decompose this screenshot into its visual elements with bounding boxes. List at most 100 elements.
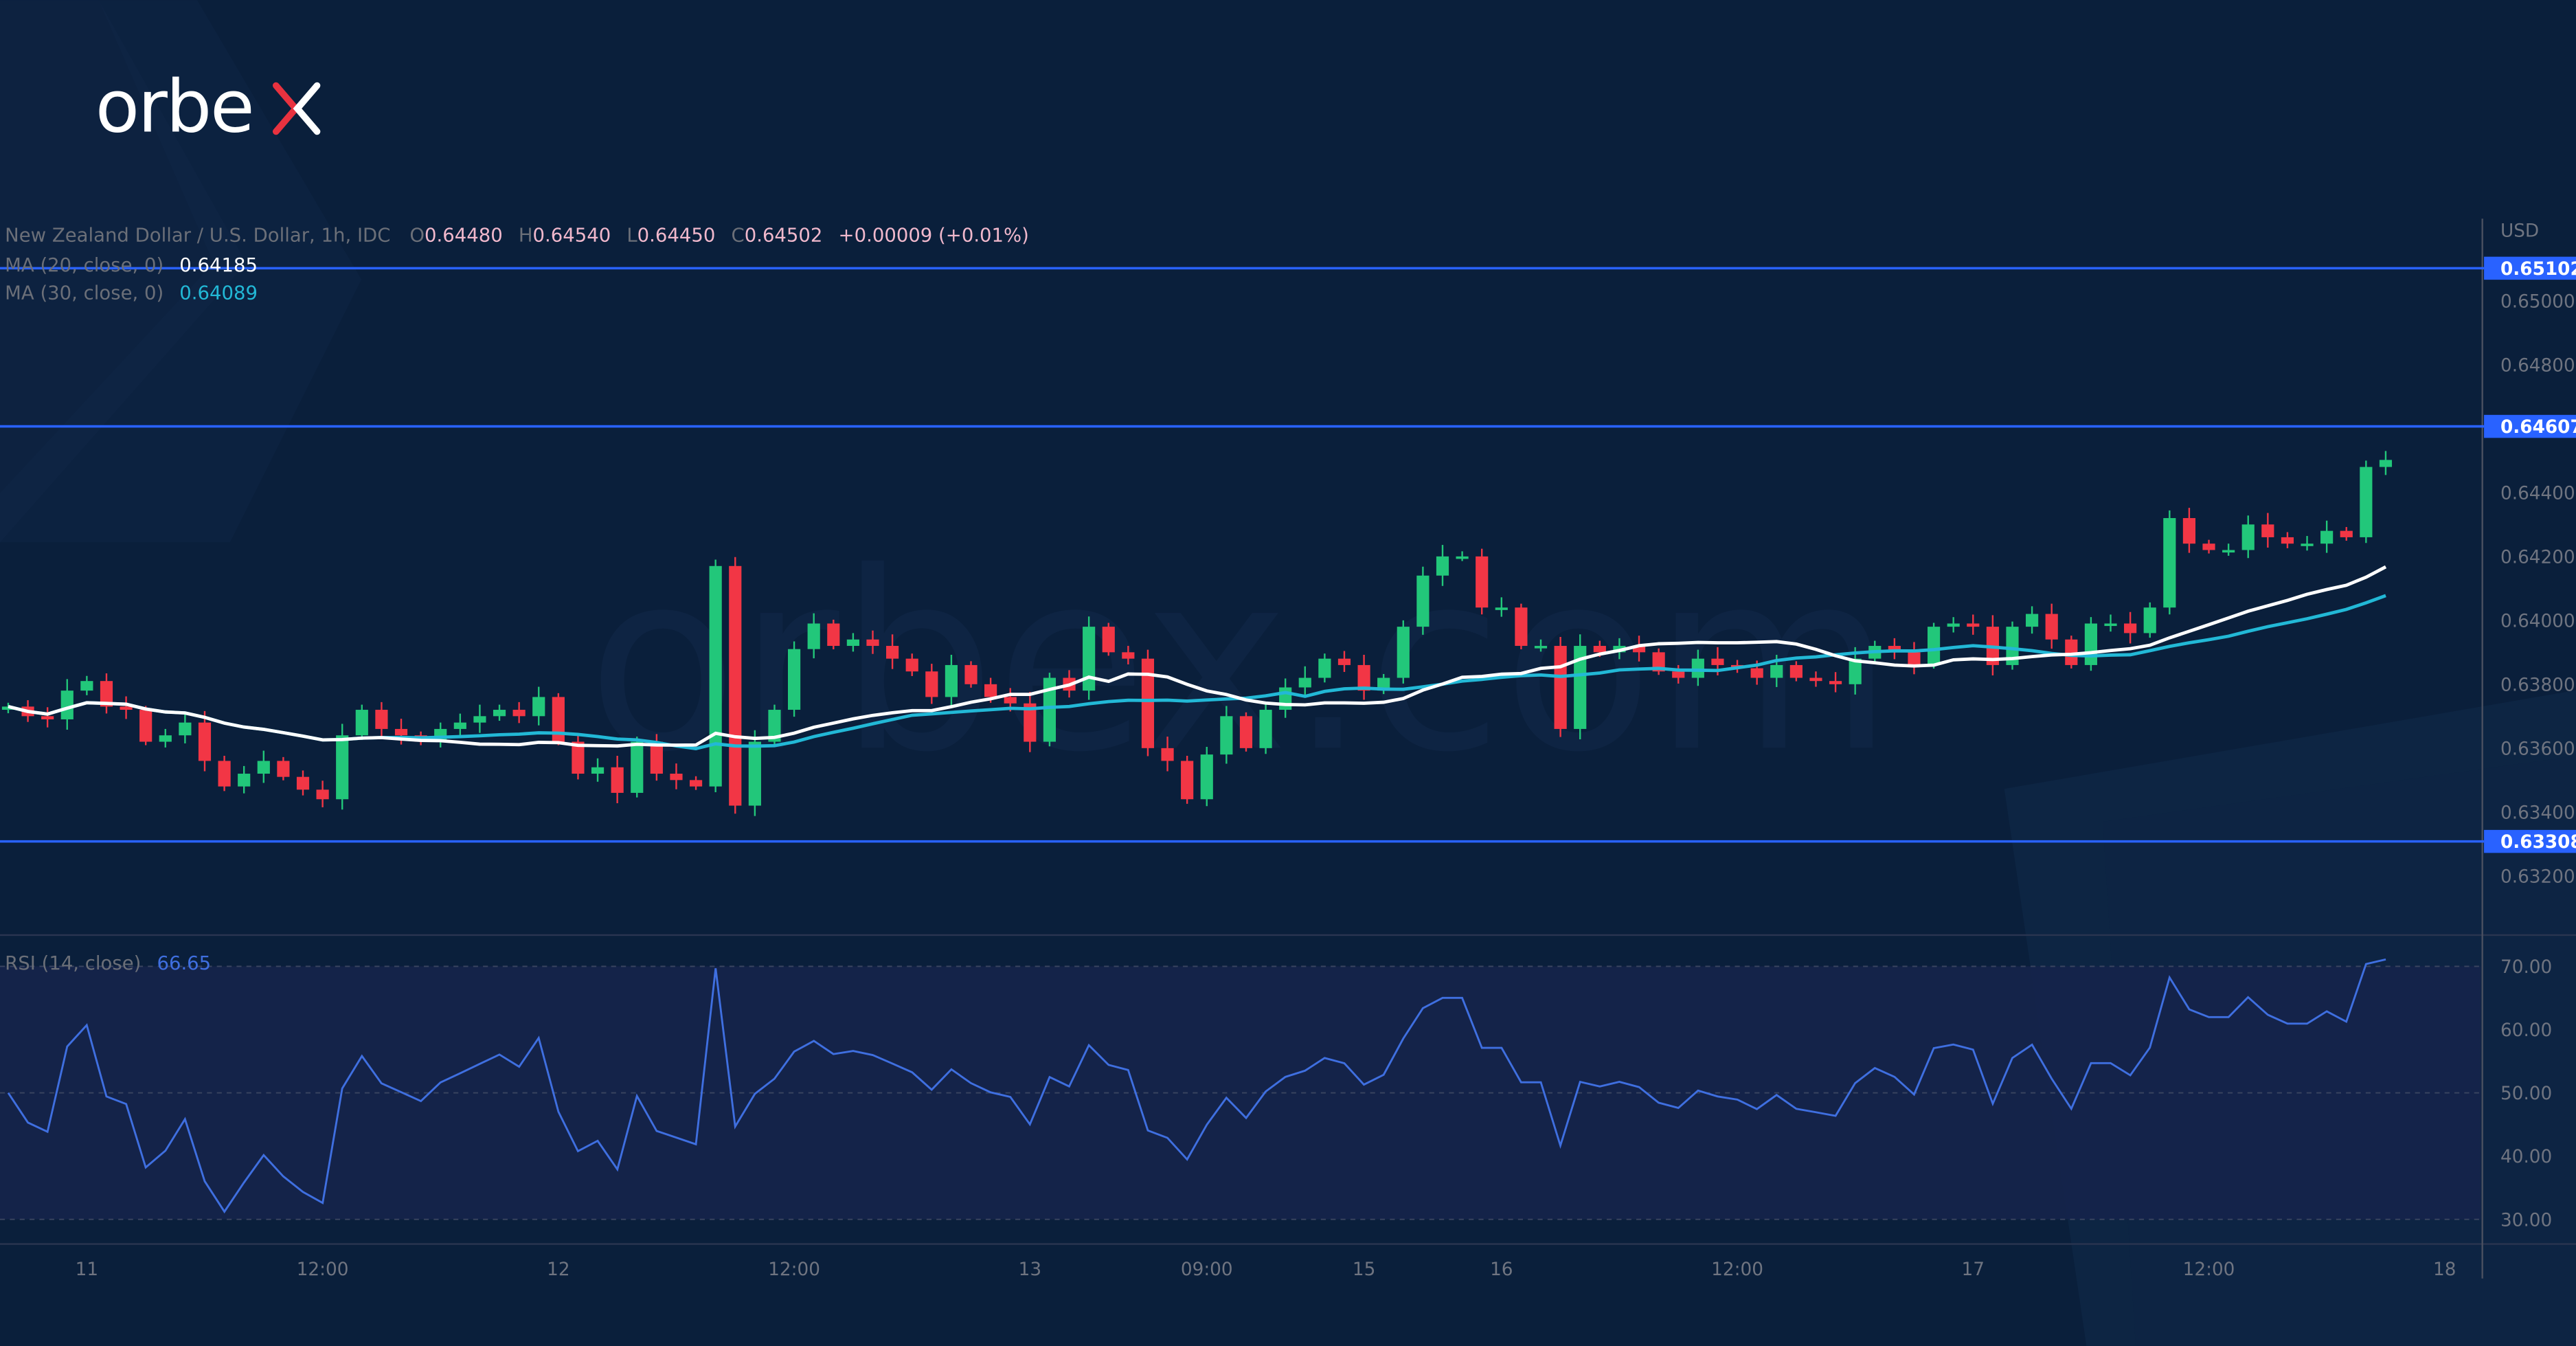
candle-body [1908,652,1921,665]
candle-body [1652,652,1665,672]
level-price-label: 0.63308 [2500,832,2576,853]
candle-body [1770,664,1783,678]
candle-body [1337,658,1351,665]
legend: New Zealand Dollar / U.S. Dollar, 1h, ID… [5,225,1029,974]
candle-body [945,664,958,697]
candle-body [611,767,624,793]
candle [788,641,801,717]
candle-body [512,710,526,717]
rsi-tick-label: 60.00 [2500,1020,2552,1041]
ma20-line [8,565,2387,748]
candle [2222,543,2235,556]
candle [512,702,526,724]
price-tick-label: 0.63600 [2500,739,2575,759]
candle [2340,527,2353,541]
candle [1239,712,1253,752]
candle-body [2006,627,2019,665]
price-tick-label: 0.63200 [2500,866,2575,887]
candle-body [807,623,820,649]
candle-body [238,774,251,787]
change-value: +0.00009 (+0.01%) [839,225,1029,247]
candle-body [1397,627,1410,678]
candle-body [1947,623,1960,627]
candle [355,704,368,740]
watermark: orbex.com [587,519,1894,806]
price-tick-label: 0.64200 [2500,547,2575,568]
candle [2006,621,2019,670]
rsi-legend: RSI (14, close) 66.65 [5,952,211,974]
candle-body [1298,677,1311,688]
candle-body [729,565,742,806]
candle-body [120,706,133,710]
candle [434,722,447,748]
time-axis[interactable]: 11 12:00 12 12:00 13 09:00 15 16 12:00 17 12:00 18 [76,1259,2456,1280]
candle-body [2163,518,2176,608]
candle-body [60,691,74,719]
candle [807,613,820,659]
candle-body [1554,646,1567,729]
candle [1967,614,1980,635]
candle [1141,649,1155,756]
candle [2143,602,2156,638]
candle [2202,539,2215,554]
candle [1416,566,1430,635]
candle-body [2182,518,2196,544]
candle-body [964,664,978,684]
candle [2379,451,2393,475]
candle-body [296,776,310,790]
candle [198,710,212,772]
candle-body [257,761,270,774]
candle [1181,755,1194,804]
candle [277,756,290,781]
candle [964,661,978,688]
candle [1515,603,1528,650]
candle [670,763,683,789]
candle-body [2241,524,2255,550]
candle [1534,639,1548,652]
candle-body [1200,754,1213,800]
candle-body [1534,646,1548,649]
candle-body [748,741,761,806]
candle [1200,746,1213,807]
candle [336,724,349,810]
candle [748,730,761,816]
level-price-label: 0.64607 [2500,417,2576,438]
level-price-label: 0.65102 [2500,259,2576,280]
candle-body [1574,646,1587,729]
candle [689,776,703,790]
horizontal-levels[interactable]: 0.65102 0.64607 0.63308 [0,256,2576,853]
candle-body [1181,761,1194,800]
candle [1652,648,1665,675]
candle [1476,548,1489,615]
candle [1259,703,1272,754]
candle-body [1024,703,1037,742]
candle-body [886,646,899,659]
candle [768,704,781,747]
candle-body [925,671,938,697]
candle [866,630,879,654]
candle-body [2124,623,2137,633]
candle-body [1456,556,1469,559]
candle-body [2104,623,2117,627]
candle [1849,647,1862,695]
candle-body [179,722,192,736]
candle [631,737,644,798]
candle [1397,620,1410,684]
candle [2182,508,2196,553]
candle-body [1122,652,1135,659]
candle [375,702,388,736]
price-axis[interactable]: 0.65000 0.64800 0.64400 0.64200 0.64000 0.638… [2500,291,2575,887]
candle-body [1476,556,1489,608]
candle-body [1711,658,1724,665]
candle-body [80,681,93,691]
candle [2360,460,2373,543]
candle [2026,606,2039,634]
candle-body [768,710,781,742]
candle-body [1691,658,1704,678]
ma30-legend: MA (30, close, 0) 0.64089 [5,282,258,304]
level-price-badge [2484,829,2576,853]
candle [905,653,918,676]
candle-body [670,774,683,781]
